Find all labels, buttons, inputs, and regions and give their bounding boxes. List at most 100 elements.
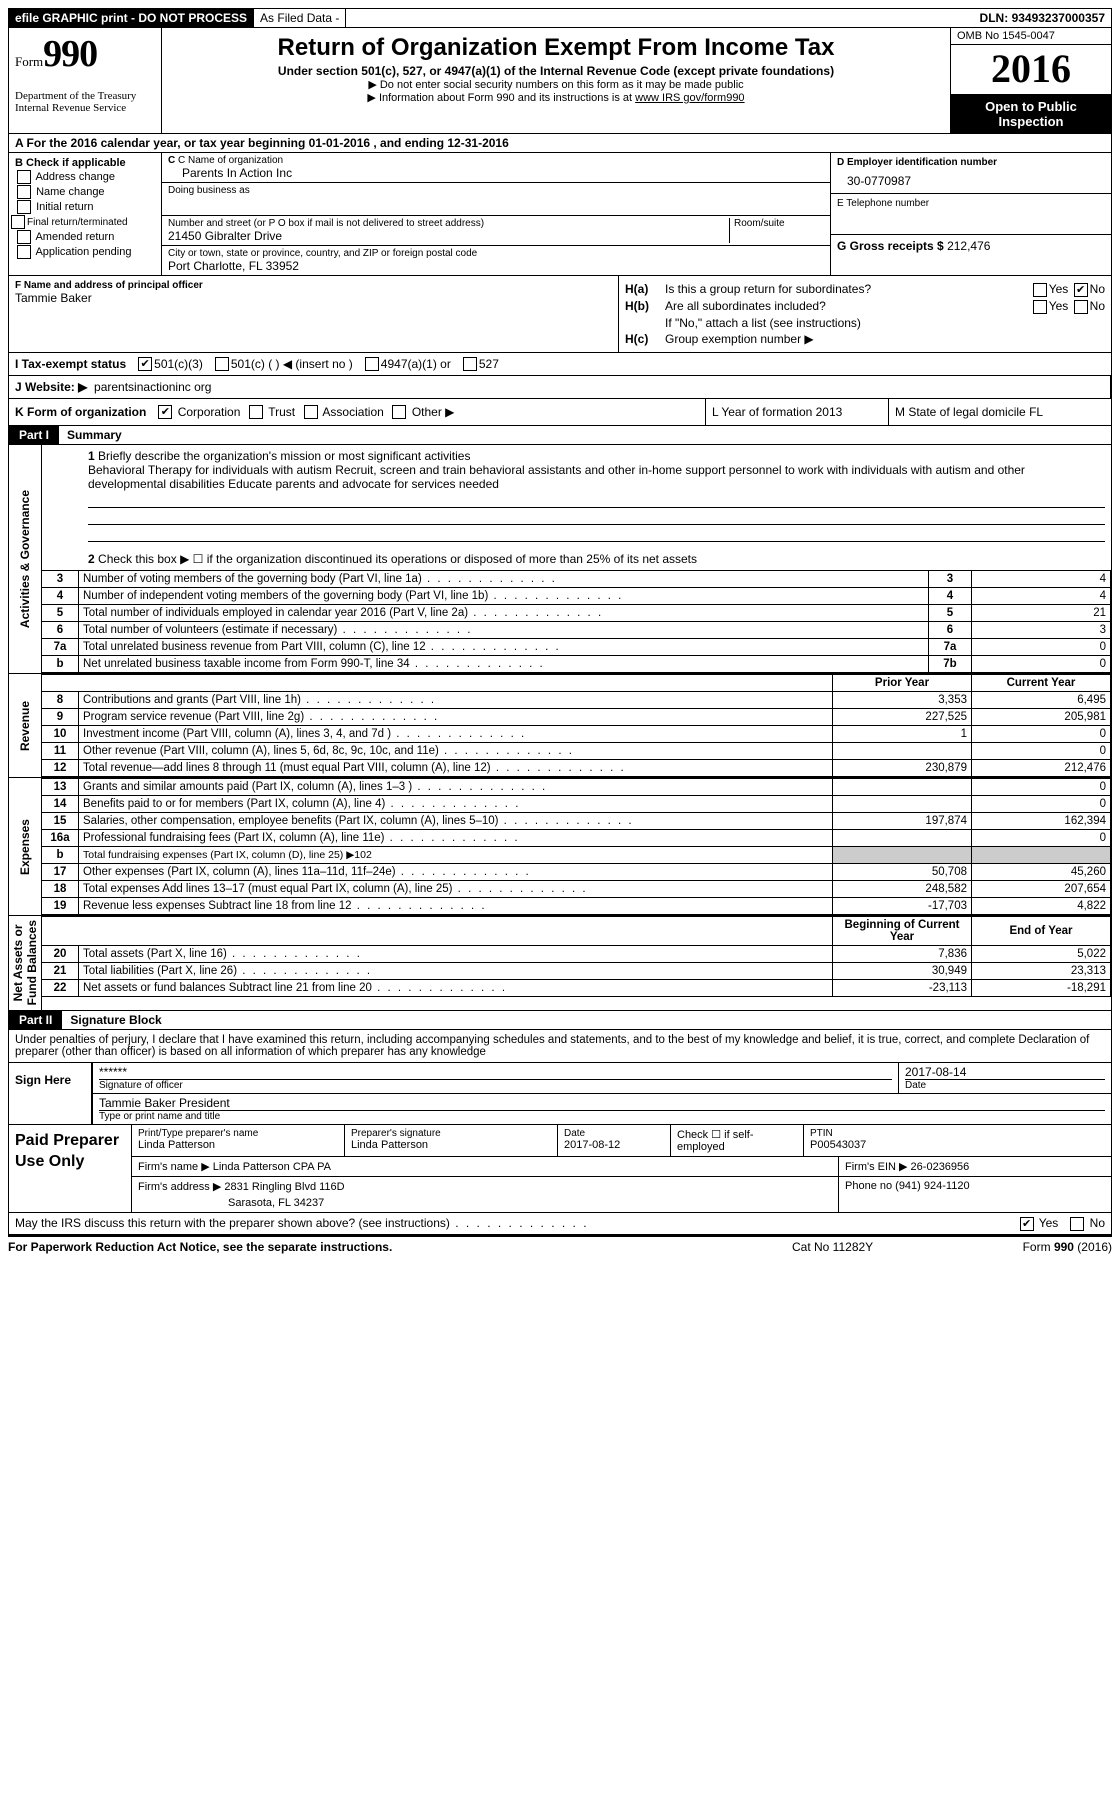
cb-corp[interactable] xyxy=(158,405,172,419)
cb-amended[interactable]: Amended return xyxy=(15,230,155,244)
table-row: 17Other expenses (Part IX, column (A), l… xyxy=(42,864,1111,881)
revenue-section: Revenue Prior Year Current Year 8Contrib… xyxy=(9,673,1111,777)
discuss-no[interactable] xyxy=(1070,1217,1084,1231)
sig-declaration: Under penalties of perjury, I declare th… xyxy=(9,1030,1111,1062)
sign-here-label: Sign Here xyxy=(9,1062,91,1124)
prep-row2: Firm's name ▶ Linda Patterson CPA PA Fir… xyxy=(132,1157,1111,1177)
form-org-label: K Form of organization xyxy=(15,405,146,419)
table-row: 5Total number of individuals employed in… xyxy=(42,605,1111,622)
cb-final-return[interactable]: Final return/terminated xyxy=(9,215,155,229)
row-a-tax-year: A For the 2016 calendar year, or tax yea… xyxy=(8,134,1112,153)
dept-line2: Internal Revenue Service xyxy=(15,102,155,114)
officer-name-label: Type or print name and title xyxy=(99,1110,1105,1122)
box-c: C C Name of organization Parents In Acti… xyxy=(162,153,830,275)
sig-stars: ****** xyxy=(99,1065,892,1079)
part2-num: Part II xyxy=(9,1011,62,1029)
q2: 2 Check this box ▶ ☐ if the organization… xyxy=(42,546,1111,570)
cb-501c3[interactable] xyxy=(138,357,152,371)
ein-value: 30-0770987 xyxy=(837,168,1105,188)
as-filed: As Filed Data - xyxy=(254,9,346,27)
ha-no[interactable] xyxy=(1074,283,1088,297)
dln-value: 93493237000357 xyxy=(1012,11,1105,25)
side-net-assets: Net Assets or Fund Balances xyxy=(11,920,39,1005)
signature-block: Under penalties of perjury, I declare th… xyxy=(8,1030,1112,1235)
subtitle: Under section 501(c), 527, or 4947(a)(1)… xyxy=(170,64,942,78)
phone-label: E Telephone number xyxy=(837,198,1105,209)
addr-label: Number and street (or P O box if mail is… xyxy=(168,218,729,229)
hb-yes[interactable] xyxy=(1033,300,1047,314)
table-row: bTotal fundraising expenses (Part IX, co… xyxy=(42,847,1111,864)
discuss-question: May the IRS discuss this return with the… xyxy=(15,1216,450,1230)
table-row: 18Total expenses Add lines 13–17 (must e… xyxy=(42,881,1111,898)
prep-self-emp[interactable]: Check ☐ if self-employed xyxy=(671,1125,804,1156)
cb-name-change[interactable]: Name change xyxy=(15,185,155,199)
cb-initial-return[interactable]: Initial return xyxy=(15,200,155,214)
hb-text: Are all subordinates included? xyxy=(665,299,1031,313)
form-number: 990 xyxy=(43,33,97,75)
cb-4947[interactable] xyxy=(365,357,379,371)
paperwork-notice: For Paperwork Reduction Act Notice, see … xyxy=(8,1240,792,1254)
website-value: parentsinactioninc org xyxy=(94,380,211,394)
cb-address-change[interactable]: Address change xyxy=(15,170,155,184)
table-row: 4Number of independent voting members of… xyxy=(42,588,1111,605)
end-year-hdr: End of Year xyxy=(972,917,1111,946)
q2-text: Check this box ▶ ☐ if the organization d… xyxy=(98,552,697,566)
ha-yes[interactable] xyxy=(1033,283,1047,297)
gross-label: G Gross receipts $ xyxy=(837,239,944,253)
table-row: 16aProfessional fundraising fees (Part I… xyxy=(42,830,1111,847)
table-row: 8Contributions and grants (Part VIII, li… xyxy=(42,692,1111,709)
q1-text: Briefly describe the organization's miss… xyxy=(98,449,470,463)
firm-name: Firm's name ▶ Linda Patterson CPA PA xyxy=(132,1157,839,1176)
hb-boxes: Yes No xyxy=(1031,299,1105,314)
prep-name: Linda Patterson xyxy=(138,1139,338,1151)
firm-phone: Phone no (941) 924-1120 xyxy=(839,1177,1111,1212)
box-e: E Telephone number xyxy=(831,194,1111,235)
part1-header: Part I Summary xyxy=(8,426,1112,445)
cb-app-pending[interactable]: Application pending xyxy=(15,245,155,259)
expenses-table: 13Grants and similar amounts paid (Part … xyxy=(42,778,1111,915)
box-g: G Gross receipts $ 212,476 xyxy=(831,235,1111,275)
cb-assoc[interactable] xyxy=(304,405,318,419)
tax-year: 2016 xyxy=(951,45,1111,95)
sig-date-label: Date xyxy=(905,1079,1105,1091)
tax-status-label: I Tax-exempt status xyxy=(15,357,126,371)
dba-label: Doing business as xyxy=(168,185,250,213)
officer-sig-field[interactable]: ****** Signature of officer xyxy=(93,1063,898,1093)
cb-trust[interactable] xyxy=(249,405,263,419)
part1-body: Activities & Governance 1 Briefly descri… xyxy=(8,445,1112,1010)
prep-row3: Firm's address ▶ 2831 Ringling Blvd 116D… xyxy=(132,1177,1111,1212)
revenue-table: Prior Year Current Year 8Contributions a… xyxy=(42,674,1111,777)
dln-label: DLN: xyxy=(980,11,1009,25)
irs-link[interactable]: www IRS gov/form990 xyxy=(635,92,744,104)
form-number-cell: Form990 Department of the Treasury Inter… xyxy=(9,28,162,133)
row-j: J Website: ▶ parentsinactioninc org xyxy=(8,376,1112,399)
open-inspection: Open to Public Inspection xyxy=(951,95,1111,133)
discuss-yes[interactable] xyxy=(1020,1217,1034,1231)
cb-527[interactable] xyxy=(463,357,477,371)
dept-line1: Department of the Treasury xyxy=(15,90,155,102)
row-klm: K Form of organization Corporation Trust… xyxy=(8,399,1112,427)
prep-date: 2017-08-12 xyxy=(564,1139,664,1151)
sig-date: 2017-08-14 xyxy=(905,1065,1105,1079)
box-m: M State of legal domicile FL xyxy=(889,399,1111,426)
bottom-line: For Paperwork Reduction Act Notice, see … xyxy=(8,1235,1112,1257)
omb-number: OMB No 1545-0047 xyxy=(951,28,1111,45)
table-row: 11Other revenue (Part VIII, column (A), … xyxy=(42,743,1111,760)
addr-value: 21450 Gibralter Drive xyxy=(168,229,729,243)
preparer-block: Paid Preparer Use Only Print/Type prepar… xyxy=(9,1124,1111,1212)
table-row: bNet unrelated business taxable income f… xyxy=(42,656,1111,673)
hb-no[interactable] xyxy=(1074,300,1088,314)
side-governance: Activities & Governance xyxy=(18,490,32,628)
form-990-label: Form990 xyxy=(15,32,155,76)
cb-501c[interactable] xyxy=(215,357,229,371)
net-assets-section: Net Assets or Fund Balances Beginning of… xyxy=(9,915,1111,1009)
box-f: F Name and address of principal officer … xyxy=(9,276,619,352)
cb-other[interactable] xyxy=(392,405,406,419)
ein-label: D Employer identification number xyxy=(837,157,1105,168)
header-line1: ▶ Do not enter social security numbers o… xyxy=(170,78,942,91)
side-revenue: Revenue xyxy=(18,701,32,751)
hc-text: Group exemption number ▶ xyxy=(665,332,1105,346)
side-expenses: Expenses xyxy=(18,819,32,875)
net-assets-table: Beginning of Current Year End of Year 20… xyxy=(42,916,1111,997)
header-right: OMB No 1545-0047 2016 Open to Public Ins… xyxy=(951,28,1111,133)
